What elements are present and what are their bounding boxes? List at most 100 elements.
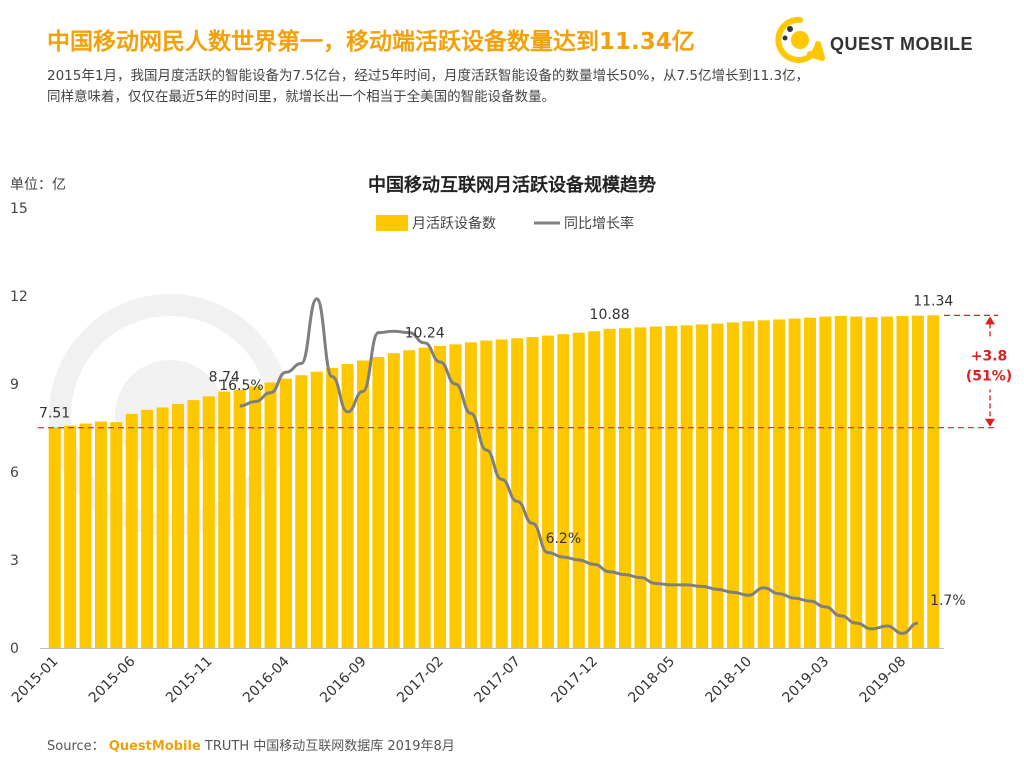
bar xyxy=(819,316,832,648)
bar xyxy=(372,357,385,648)
growth-annotation: +3.8 (51%) xyxy=(944,314,1017,427)
legend-bar-swatch xyxy=(376,215,408,231)
bar-value-label: 10.88 xyxy=(590,307,630,323)
x-tick-label: 2016-04 xyxy=(240,653,293,706)
bar xyxy=(850,316,863,648)
bar xyxy=(202,396,215,648)
legend-bar-label: 月活跃设备数 xyxy=(412,215,496,232)
bar xyxy=(911,315,924,648)
bar xyxy=(495,339,508,648)
bar-value-label: 11.34 xyxy=(913,293,953,309)
bar xyxy=(156,407,169,648)
bar xyxy=(295,375,308,648)
bar xyxy=(187,400,200,648)
y-tick-label: 6 xyxy=(10,465,19,481)
bar xyxy=(141,409,154,648)
summary-line-2: 同样意味着，仅仅在最近5年的时间里，就增长出一个相当于全美国的智能设备数量。 xyxy=(47,89,556,105)
bar xyxy=(742,321,755,648)
x-tick-label: 2015-11 xyxy=(163,654,216,707)
unit-label: 单位：亿 xyxy=(10,177,66,193)
bar xyxy=(773,319,786,648)
device-scale-chart: 单位：亿 中国移动互联网月活跃设备规模趋势 月活跃设备数 同比增长率 0 3 6 9 1… xyxy=(9,174,1017,706)
bar xyxy=(172,403,185,648)
bar xyxy=(110,422,123,648)
bar xyxy=(480,340,493,648)
bar xyxy=(572,332,585,648)
bar xyxy=(79,423,92,648)
y-tick-label: 12 xyxy=(10,289,28,305)
growth-rate-label: 1.7% xyxy=(930,593,966,609)
source-brand: QuestMobile xyxy=(108,739,201,754)
bar-value-label: 8.74 xyxy=(209,370,240,386)
growth-rate-label: 6.2% xyxy=(546,531,582,547)
bar xyxy=(249,386,262,648)
growth-rate-label: 16.5% xyxy=(219,378,263,394)
bar xyxy=(726,322,739,648)
legend-line-label: 同比增长率 xyxy=(564,215,634,232)
bar xyxy=(418,347,431,648)
x-tick-label: 2015-06 xyxy=(86,653,139,706)
bar xyxy=(464,342,477,648)
source-label: Source： xyxy=(47,739,105,754)
bar xyxy=(434,345,447,648)
y-tick-label: 15 xyxy=(10,201,28,217)
bar xyxy=(387,353,400,648)
bar xyxy=(588,331,601,648)
bar-series xyxy=(48,315,940,648)
bar xyxy=(803,317,816,648)
y-tick-label: 3 xyxy=(10,553,19,569)
bar xyxy=(356,360,369,648)
x-axis: 2015-01 2015-06 2015-11 2016-04 2016-09 2017-… xyxy=(9,653,909,706)
growth-rate-series xyxy=(239,297,919,635)
bar xyxy=(649,326,662,648)
y-axis: 0 3 6 9 12 15 xyxy=(10,201,28,657)
bar xyxy=(711,323,724,648)
logo-mark-icon xyxy=(775,16,825,63)
arrow-down-icon xyxy=(985,418,995,427)
bar xyxy=(310,371,323,648)
bar xyxy=(665,325,678,648)
questmobile-logo: QUEST MOBILE xyxy=(774,14,994,70)
bar xyxy=(233,389,246,648)
bar xyxy=(541,335,554,648)
source-note: Source： QuestMobile TRUTH 中国移动互联网数据库 201… xyxy=(47,735,455,754)
x-tick-label: 2018-05 xyxy=(625,654,678,707)
bar xyxy=(64,425,77,648)
bar xyxy=(634,327,647,648)
bar xyxy=(326,367,339,648)
bar xyxy=(896,315,909,648)
bar xyxy=(125,413,138,648)
data-labels: 7.51 8.74 10.24 10.88 11.34 16.5% 6.2% 1.7% xyxy=(39,293,966,609)
bar xyxy=(449,344,462,648)
bar xyxy=(834,315,847,648)
bar xyxy=(218,391,231,648)
bar xyxy=(279,378,292,648)
bar xyxy=(865,317,878,648)
bar xyxy=(788,318,801,648)
growth-delta-label: +3.8 xyxy=(971,349,1008,365)
x-tick-label: 2017-07 xyxy=(471,654,524,707)
bar xyxy=(341,364,354,648)
bar xyxy=(557,334,570,648)
bar xyxy=(264,382,277,648)
bar xyxy=(619,328,632,648)
bar xyxy=(696,324,709,648)
bar xyxy=(881,316,894,648)
bar xyxy=(511,338,524,648)
x-tick-label: 2015-01 xyxy=(9,654,62,707)
bar xyxy=(680,325,693,648)
summary-text: 2015年1月，我国月度活跃的智能设备为7.5亿台，经过5年时间，月度活跃智能设… xyxy=(47,66,987,108)
bar xyxy=(603,328,616,648)
y-tick-label: 9 xyxy=(10,377,19,393)
source-text: TRUTH 中国移动互联网数据库 2019年8月 xyxy=(204,739,455,754)
chart-title: 中国移动互联网月活跃设备规模趋势 xyxy=(368,174,656,196)
arrow-up-icon xyxy=(985,316,995,325)
watermark xyxy=(49,294,291,536)
bar-value-label: 7.51 xyxy=(39,406,70,422)
logo-text: QUEST MOBILE xyxy=(830,34,974,54)
annotation-background xyxy=(961,339,1017,390)
x-tick-label: 2016-09 xyxy=(317,654,370,707)
growth-percent-label: (51%) xyxy=(966,369,1012,385)
x-tick-label: 2018-10 xyxy=(702,654,755,707)
bar xyxy=(94,421,107,648)
